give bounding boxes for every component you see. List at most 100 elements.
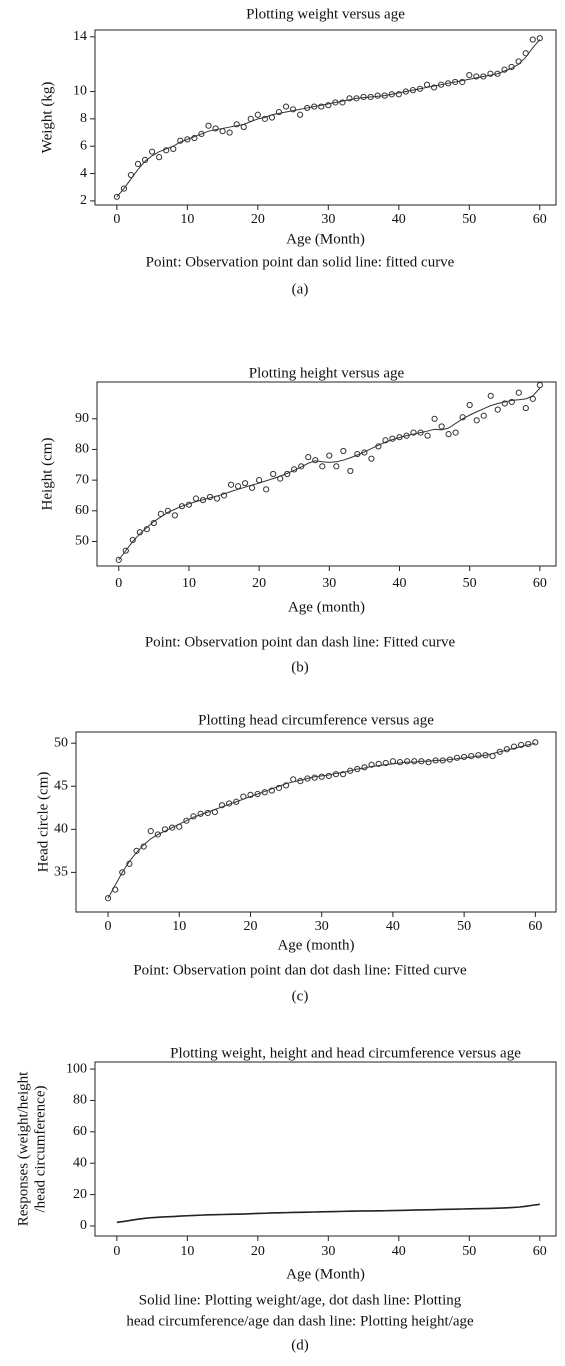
observation-point xyxy=(487,70,494,77)
observation-point xyxy=(140,843,147,850)
y-tick-label: 8 xyxy=(80,111,87,126)
observation-point xyxy=(326,452,333,459)
y-tick-label: 90 xyxy=(75,411,89,426)
observation-point xyxy=(347,467,354,475)
caption: Solid line: Plotting weight/age, dot das… xyxy=(139,1292,462,1308)
observation-point xyxy=(453,754,461,761)
observation-point xyxy=(289,106,297,113)
observation-point xyxy=(522,404,529,412)
observation-point xyxy=(368,455,375,462)
observation-point xyxy=(220,492,228,499)
observation-point xyxy=(141,156,149,163)
observation-point xyxy=(389,758,397,765)
y-axis-title: Responses (weight/height xyxy=(15,1071,31,1226)
x-tick-label: 40 xyxy=(392,576,406,591)
observation-point xyxy=(510,743,518,750)
x-tick-label: 10 xyxy=(172,919,186,934)
observation-point xyxy=(205,122,212,129)
observation-point xyxy=(404,758,411,765)
observation-point xyxy=(104,895,112,902)
observation-point xyxy=(347,767,354,774)
observation-point xyxy=(494,406,501,413)
observation-point xyxy=(129,536,136,544)
observation-point xyxy=(515,389,522,396)
observation-point xyxy=(233,121,240,128)
x-tick-label: 20 xyxy=(252,576,266,591)
x-tick-label: 40 xyxy=(392,212,406,227)
x-tick-label: 50 xyxy=(463,576,477,591)
observation-point xyxy=(452,429,459,436)
observation-point xyxy=(305,454,312,461)
observation-point xyxy=(518,741,525,749)
x-axis-title: Age (month) xyxy=(277,937,354,953)
observation-point xyxy=(431,415,438,422)
observation-point xyxy=(136,529,143,536)
observation-point xyxy=(410,429,417,436)
observation-point xyxy=(496,748,503,755)
observation-point xyxy=(282,103,290,110)
observation-point xyxy=(438,423,445,430)
x-tick-label: 30 xyxy=(322,576,336,591)
x-tick-label: 0 xyxy=(113,212,120,227)
observation-point xyxy=(423,81,431,88)
observation-point xyxy=(501,400,508,407)
y-tick-label: 50 xyxy=(75,534,89,549)
observation-point xyxy=(183,817,190,824)
x-tick-label: 20 xyxy=(243,919,257,934)
y-tick-label: 4 xyxy=(80,166,87,181)
plot-frame xyxy=(94,29,557,206)
x-tick-label: 30 xyxy=(321,1244,335,1259)
observation-point xyxy=(480,412,487,419)
y-tick-label: 45 xyxy=(54,778,68,793)
observation-point xyxy=(119,869,126,876)
y-tick-label: 20 xyxy=(73,1187,87,1202)
observation-point xyxy=(304,775,311,782)
observation-point xyxy=(536,381,543,389)
observation-point xyxy=(508,398,515,406)
x-axis-title: Age (Month) xyxy=(286,231,365,247)
y-tick-label: 0 xyxy=(80,1218,87,1233)
caption: head circumference/age dan dash line: Pl… xyxy=(126,1313,474,1329)
x-tick-label: 50 xyxy=(462,212,476,227)
observation-point xyxy=(325,772,332,780)
observation-point xyxy=(466,72,473,79)
observation-point xyxy=(425,759,432,766)
observation-point xyxy=(360,93,367,101)
observation-point xyxy=(473,417,480,424)
observation-point xyxy=(275,108,283,116)
observation-point xyxy=(395,91,402,98)
fitted-curve xyxy=(118,387,541,561)
x-tick-label: 40 xyxy=(386,919,400,934)
observation-point xyxy=(122,547,129,554)
caption: Point: Observation point dan solid line:… xyxy=(146,254,455,270)
x-tick-label: 30 xyxy=(321,212,335,227)
observation-point xyxy=(171,512,179,519)
observation-point xyxy=(430,84,438,91)
x-axis-title: Age (Month) xyxy=(286,1266,365,1282)
observation-point xyxy=(466,401,473,409)
y-axis-title: Head circle (cm) xyxy=(35,772,51,873)
fitted-curve xyxy=(116,39,541,198)
observation-point xyxy=(417,429,424,436)
observation-point xyxy=(340,447,347,455)
observation-point xyxy=(148,148,156,155)
panel-label: (d) xyxy=(291,1337,309,1353)
observation-point xyxy=(275,784,283,792)
plot-frame xyxy=(94,1061,557,1237)
chart-title: Plotting height versus age xyxy=(249,365,405,381)
panel-label: (a) xyxy=(292,281,309,297)
y-tick-label: 40 xyxy=(73,1155,87,1170)
x-tick-label: 60 xyxy=(533,1244,547,1259)
observation-point xyxy=(184,136,191,143)
observation-point xyxy=(115,556,122,563)
caption: Point: Observation point dan dash line: … xyxy=(145,634,456,650)
observation-point xyxy=(468,753,475,760)
y-tick-label: 10 xyxy=(73,84,87,99)
observation-point xyxy=(282,782,290,789)
observation-point xyxy=(396,759,404,766)
y-axis-title: Height (cm) xyxy=(39,438,55,511)
x-tick-label: 10 xyxy=(180,1244,194,1259)
y-tick-label: 100 xyxy=(66,1061,87,1076)
y-tick-label: 50 xyxy=(54,735,68,750)
observation-point xyxy=(156,154,163,161)
